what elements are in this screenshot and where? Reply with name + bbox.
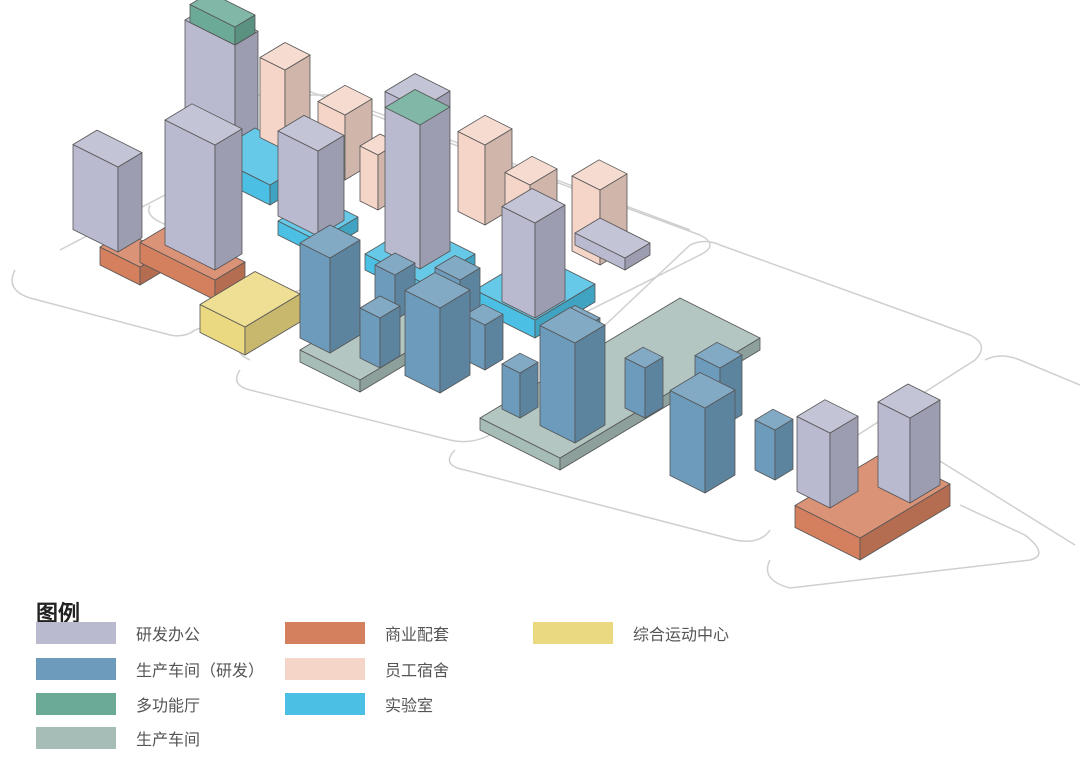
road-outline: [599, 240, 983, 441]
legend-label: 生产车间（研发）: [136, 661, 265, 680]
building-rd-workshop: [359, 295, 401, 369]
legend-swatch: [36, 693, 116, 715]
legend-label: 多功能厅: [136, 696, 201, 715]
building-multi-hall: [384, 89, 451, 126]
road-outline: [11, 269, 301, 337]
building-office: [877, 383, 941, 504]
building-rd-workshop: [669, 372, 736, 494]
legend-swatch: [533, 622, 613, 644]
building-rd-workshop: [754, 408, 794, 481]
legend-swatch: [36, 658, 116, 680]
legend-swatch: [36, 622, 116, 644]
legend-item-office: 研发办公: [36, 621, 200, 645]
road-outline: [448, 449, 771, 542]
legend-swatch: [285, 693, 365, 715]
building-multi-hall: [189, 0, 256, 46]
legend-label: 商业配套: [385, 625, 450, 644]
legend-swatch: [36, 727, 116, 749]
road-outline: [235, 369, 491, 443]
building-rd-workshop: [624, 346, 664, 419]
road-outline: [766, 504, 1040, 589]
building-rd-workshop: [299, 224, 361, 354]
building-office: [164, 103, 243, 271]
legend-item-sports: 综合运动中心: [533, 621, 729, 645]
building-rd-workshop: [539, 307, 606, 444]
building-rd-workshop: [464, 303, 504, 371]
building-rd-workshop: [501, 352, 539, 419]
legend-item-commercial: 商业配套: [285, 621, 449, 645]
legend-label: 员工宿舍: [385, 661, 450, 680]
legend-label: 综合运动中心: [633, 625, 730, 644]
legend-item-workshop: 生产车间: [36, 726, 200, 750]
legend-item-lab: 实验室: [285, 692, 433, 716]
building-office: [72, 129, 143, 253]
building-rd-workshop: [404, 272, 471, 394]
buildings: [72, 0, 951, 561]
road-outline: [148, 204, 241, 261]
legend-swatch: [285, 658, 365, 680]
legend-swatch: [285, 622, 365, 644]
building-office: [574, 217, 651, 271]
legend-label: 研发办公: [136, 625, 201, 644]
building-office: [501, 188, 566, 319]
legend-item-multi_hall: 多功能厅: [36, 692, 200, 716]
legend-label: 实验室: [385, 696, 434, 715]
building-office: [796, 399, 859, 509]
building-sports: [199, 271, 301, 356]
building-dorm: [457, 114, 513, 226]
legend-label: 生产车间: [136, 730, 201, 749]
building-office: [277, 115, 345, 237]
legend-item-rd_workshop: 生产车间（研发）: [36, 657, 264, 681]
road-outline: [984, 355, 1080, 386]
legend-item-dorm: 员工宿舍: [285, 657, 449, 681]
site-massing-diagram: [11, 0, 1080, 589]
